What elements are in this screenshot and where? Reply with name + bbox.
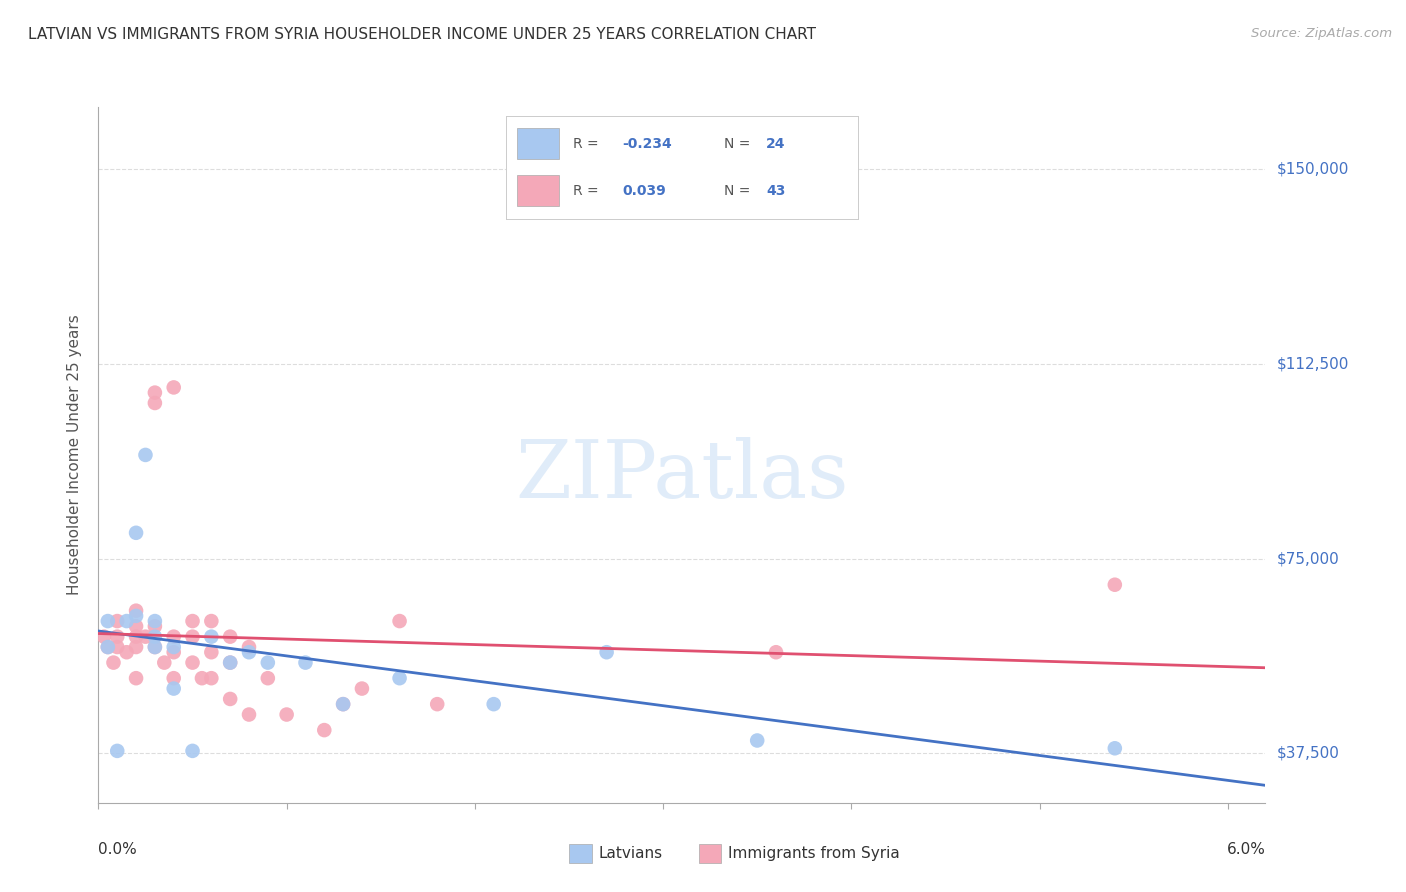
Text: 6.0%: 6.0% (1226, 842, 1265, 856)
Point (125, 604, 148, 618)
Text: $112,500: $112,500 (1277, 357, 1348, 372)
Point (482, 697, 505, 711)
Point (153, 656, 176, 670)
Point (93, 630, 115, 644)
Point (181, 630, 204, 644)
Text: Source: ZipAtlas.com: Source: ZipAtlas.com (1251, 27, 1392, 40)
Text: 0.039: 0.039 (621, 184, 666, 198)
Point (181, 656, 204, 670)
Text: 43: 43 (766, 184, 786, 198)
Text: N =: N = (724, 136, 755, 151)
Point (219, 656, 242, 670)
Point (163, 630, 186, 644)
Point (388, 671, 411, 685)
Bar (517, 128, 558, 159)
Point (105, 630, 128, 644)
Point (163, 681, 186, 696)
Point (163, 645, 186, 659)
Text: ZIPatlas: ZIPatlas (515, 437, 849, 515)
Text: LATVIAN VS IMMIGRANTS FROM SYRIA HOUSEHOLDER INCOME UNDER 25 YEARS CORRELATION C: LATVIAN VS IMMIGRANTS FROM SYRIA HOUSEHO… (28, 27, 815, 42)
Point (125, 630, 148, 644)
Point (595, 645, 617, 659)
Point (97, 640, 120, 654)
Point (238, 640, 260, 654)
Point (200, 614, 222, 628)
Point (125, 671, 148, 685)
Y-axis label: Householder Income Under 25 years: Householder Income Under 25 years (67, 315, 83, 595)
Point (200, 630, 222, 644)
Point (125, 608, 148, 623)
Point (143, 385, 166, 400)
Point (143, 640, 166, 654)
Point (163, 671, 186, 685)
Point (238, 707, 260, 722)
Point (314, 723, 336, 738)
Text: $150,000: $150,000 (1277, 161, 1348, 177)
Point (105, 614, 128, 628)
Text: $75,000: $75,000 (1277, 551, 1340, 566)
Point (143, 619, 166, 633)
Point (163, 380, 186, 394)
Point (115, 645, 138, 659)
Point (426, 697, 449, 711)
Point (134, 448, 156, 462)
Point (238, 645, 260, 659)
Point (97, 614, 120, 628)
Point (105, 744, 128, 758)
Text: Immigrants from Syria: Immigrants from Syria (728, 847, 900, 861)
Point (1104, 578, 1126, 592)
Point (256, 656, 278, 670)
Point (191, 671, 214, 685)
Point (125, 525, 148, 540)
Point (332, 697, 354, 711)
Point (388, 614, 411, 628)
Point (256, 671, 278, 685)
Point (181, 744, 204, 758)
Point (1104, 741, 1126, 756)
Point (125, 619, 148, 633)
Point (143, 614, 166, 628)
Point (143, 640, 166, 654)
Point (181, 614, 204, 628)
Point (332, 697, 354, 711)
Point (143, 396, 166, 410)
Point (276, 707, 298, 722)
Point (105, 640, 128, 654)
Text: 24: 24 (766, 136, 786, 151)
Point (134, 630, 156, 644)
Point (765, 645, 787, 659)
Text: 0.0%: 0.0% (98, 842, 138, 856)
Text: R =: R = (574, 184, 603, 198)
Point (200, 671, 222, 685)
Point (200, 645, 222, 659)
Point (219, 692, 242, 706)
Text: N =: N = (724, 184, 755, 198)
Text: $37,500: $37,500 (1277, 746, 1340, 761)
Point (219, 630, 242, 644)
Point (115, 614, 138, 628)
Point (125, 640, 148, 654)
Point (350, 681, 373, 696)
Point (103, 656, 125, 670)
Point (143, 630, 166, 644)
Point (294, 656, 316, 670)
Point (163, 640, 186, 654)
Point (97, 640, 120, 654)
Point (747, 733, 769, 747)
Text: -0.234: -0.234 (621, 136, 672, 151)
Point (219, 656, 242, 670)
Text: R =: R = (574, 136, 603, 151)
Bar (517, 176, 558, 206)
Text: Latvians: Latvians (599, 847, 664, 861)
